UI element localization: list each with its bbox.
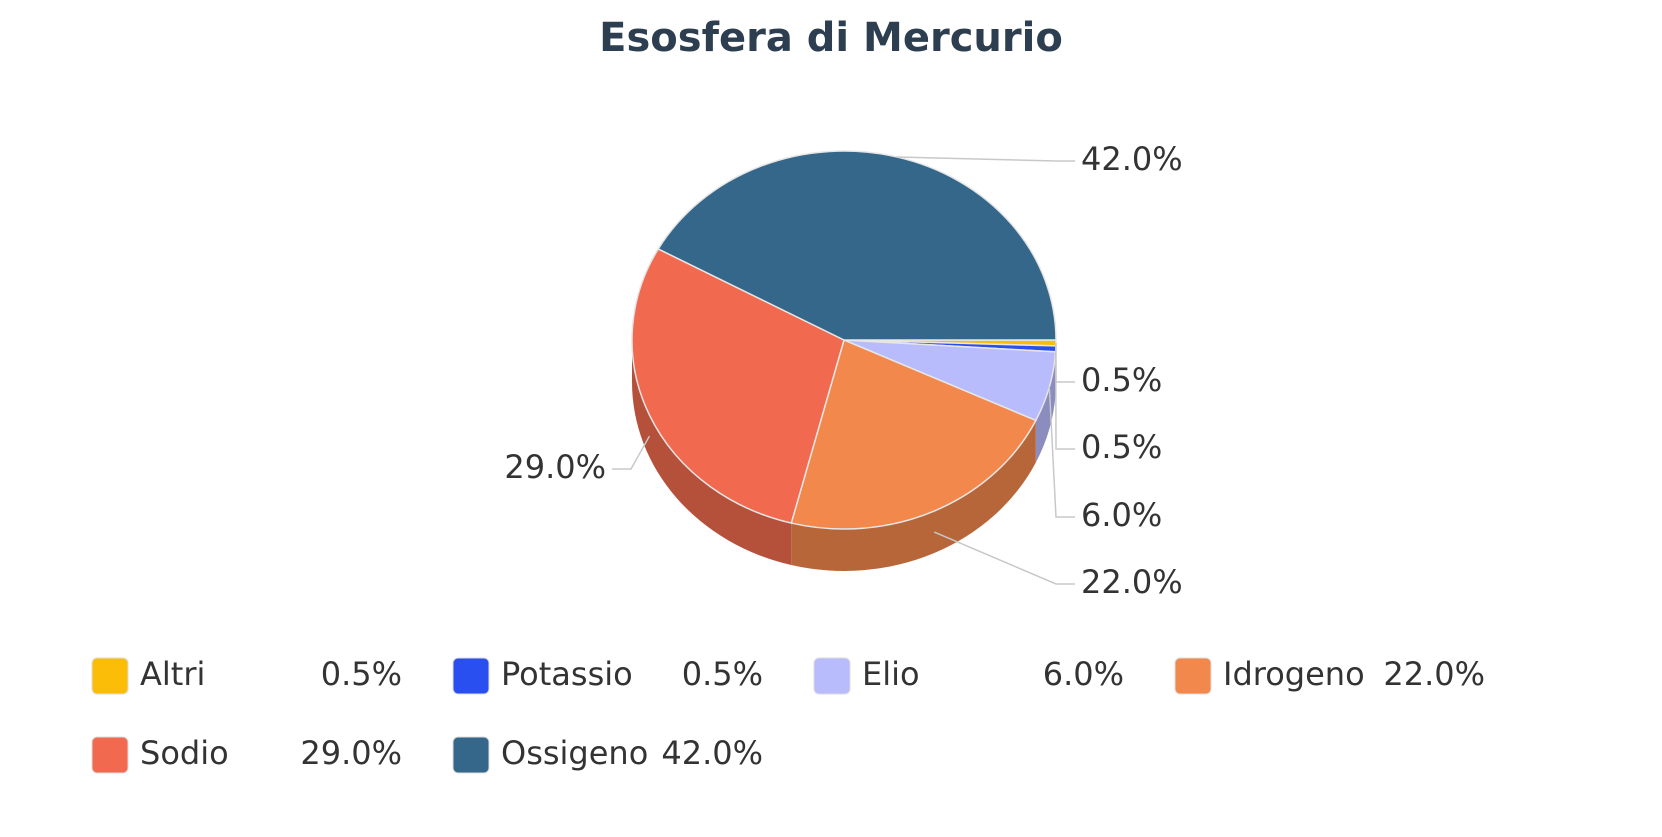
legend-label: Elio [862, 655, 920, 693]
legend: Altri 0.5% Potassio 0.5% Elio 6.0% Idrogeno 22.… [91, 655, 1485, 774]
data-label: 29.0% [504, 448, 606, 486]
slice [631, 247, 845, 524]
legend-value: 0.5% [682, 655, 763, 693]
legend-label: Idrogeno [1223, 655, 1365, 693]
slice-side [1035, 351, 1056, 463]
legend-label: Sodio [140, 734, 229, 772]
data-label: 6.0% [1081, 496, 1162, 534]
data-label: 42.0% [1081, 140, 1183, 178]
slice-side [632, 340, 792, 566]
leader-line [933, 531, 1075, 585]
slice [657, 150, 1057, 341]
legend-swatch [813, 657, 851, 695]
legend-value: 29.0% [300, 734, 402, 772]
legend-value: 22.0% [1383, 655, 1485, 693]
legend-swatch [452, 657, 490, 695]
chart-title: Esosfera di Mercurio [599, 15, 1063, 61]
slice-side [791, 420, 1036, 571]
leader-line [1048, 386, 1075, 518]
legend-label: Altri [140, 655, 205, 693]
data-label: 0.5% [1081, 428, 1162, 466]
legend-label: Ossigeno [501, 734, 648, 772]
legend-swatch [91, 736, 129, 774]
legend-label: Potassio [501, 655, 633, 693]
data-label: 22.0% [1081, 563, 1183, 601]
legend-swatch [1174, 657, 1212, 695]
data-label: 0.5% [1081, 361, 1162, 399]
plot: 0.5% 0.5% 6.0% 22.0% 29.0% 42.0% [504, 140, 1182, 601]
leader-line [612, 435, 651, 470]
legend-swatch [452, 736, 490, 774]
leader-line [1055, 342, 1075, 383]
legend-value: 6.0% [1043, 655, 1124, 693]
slice [790, 338, 1037, 530]
leader-line [896, 156, 1075, 162]
legend-value: 0.5% [321, 655, 402, 693]
legend-value: 42.0% [661, 734, 763, 772]
leader-line [1055, 348, 1075, 450]
legend-swatch [91, 657, 129, 695]
